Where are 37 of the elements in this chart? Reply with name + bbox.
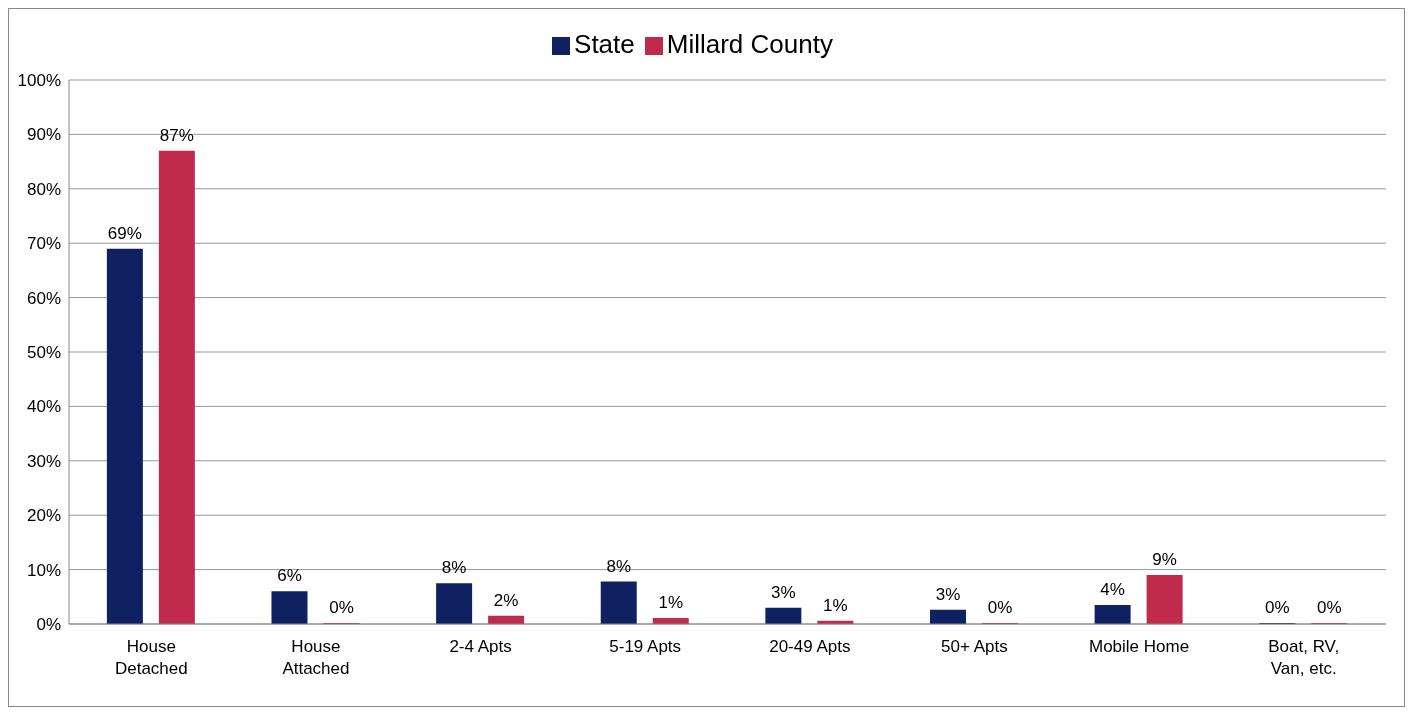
y-tick-label: 90% bbox=[26, 125, 61, 145]
data-label: 3% bbox=[935, 584, 961, 604]
data-label: 2% bbox=[493, 590, 519, 610]
data-label: 87% bbox=[159, 125, 194, 145]
y-tick-label: 50% bbox=[26, 343, 61, 363]
y-tick-label: 80% bbox=[26, 179, 61, 199]
data-label: 4% bbox=[1100, 579, 1125, 599]
data-label: 69% bbox=[107, 223, 142, 243]
x-tick-label: 5-19 Apts bbox=[609, 637, 682, 656]
y-tick-label: 20% bbox=[26, 506, 61, 526]
data-label: 0% bbox=[987, 598, 1013, 617]
data-label: 8% bbox=[441, 558, 467, 578]
data-label: 3% bbox=[771, 582, 796, 602]
x-tick-label: 2-4 Apts bbox=[449, 637, 512, 656]
x-tick-label: House Detached bbox=[114, 637, 188, 678]
data-label: 0% bbox=[1316, 598, 1342, 617]
y-tick-label: 30% bbox=[26, 451, 61, 471]
legend-label: Millard County bbox=[666, 29, 833, 59]
x-tick-label: House Attached bbox=[282, 637, 350, 678]
x-tick-label: 50+ Apts bbox=[941, 637, 1008, 656]
data-label: 1% bbox=[823, 595, 848, 615]
y-tick-label: 70% bbox=[26, 234, 61, 254]
y-tick-label: 60% bbox=[26, 288, 61, 308]
x-tick-label: Mobile Home bbox=[1088, 637, 1190, 656]
data-label: 8% bbox=[606, 556, 632, 576]
x-tick-label: 20-49 Apts bbox=[769, 637, 851, 656]
y-tick-label: 40% bbox=[26, 397, 61, 417]
y-tick-label: 100% bbox=[17, 71, 61, 91]
data-label: 9% bbox=[1152, 550, 1177, 570]
legend-label: State bbox=[574, 29, 635, 59]
y-tick-label: 10% bbox=[26, 560, 61, 580]
data-label: 6% bbox=[277, 566, 302, 586]
x-tick-label: Boat, RV, Van, etc. bbox=[1268, 637, 1340, 678]
data-label: 1% bbox=[658, 593, 684, 613]
data-label: 0% bbox=[329, 597, 354, 617]
y-tick-label: 0% bbox=[36, 615, 61, 635]
data-label: 0% bbox=[1264, 598, 1290, 617]
